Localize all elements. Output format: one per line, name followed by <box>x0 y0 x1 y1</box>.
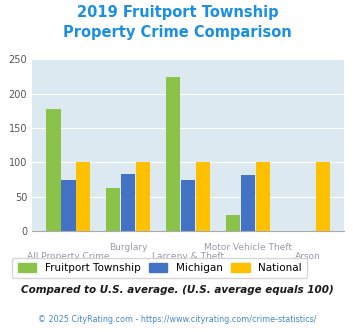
Text: Motor Vehicle Theft: Motor Vehicle Theft <box>204 243 292 252</box>
Text: 2019 Fruitport Township: 2019 Fruitport Township <box>77 5 278 20</box>
Text: © 2025 CityRating.com - https://www.cityrating.com/crime-statistics/: © 2025 CityRating.com - https://www.city… <box>38 315 317 324</box>
Bar <box>121 174 135 231</box>
Bar <box>196 162 210 231</box>
Legend: Fruitport Township, Michigan, National: Fruitport Township, Michigan, National <box>12 258 307 278</box>
Text: Property Crime Comparison: Property Crime Comparison <box>63 25 292 40</box>
Text: All Property Crime: All Property Crime <box>27 251 110 261</box>
Text: Larceny & Theft: Larceny & Theft <box>152 251 224 261</box>
Bar <box>226 215 240 231</box>
Bar <box>136 162 151 231</box>
Text: Arson: Arson <box>295 251 321 261</box>
Bar <box>241 176 255 231</box>
Bar <box>316 162 330 231</box>
Bar <box>61 180 76 231</box>
Bar <box>46 109 61 231</box>
Text: Burglary: Burglary <box>109 243 147 252</box>
Bar <box>76 162 91 231</box>
Text: Compared to U.S. average. (U.S. average equals 100): Compared to U.S. average. (U.S. average … <box>21 285 334 295</box>
Bar <box>166 77 180 231</box>
Bar <box>106 188 120 231</box>
Bar <box>256 162 270 231</box>
Bar <box>181 180 195 231</box>
